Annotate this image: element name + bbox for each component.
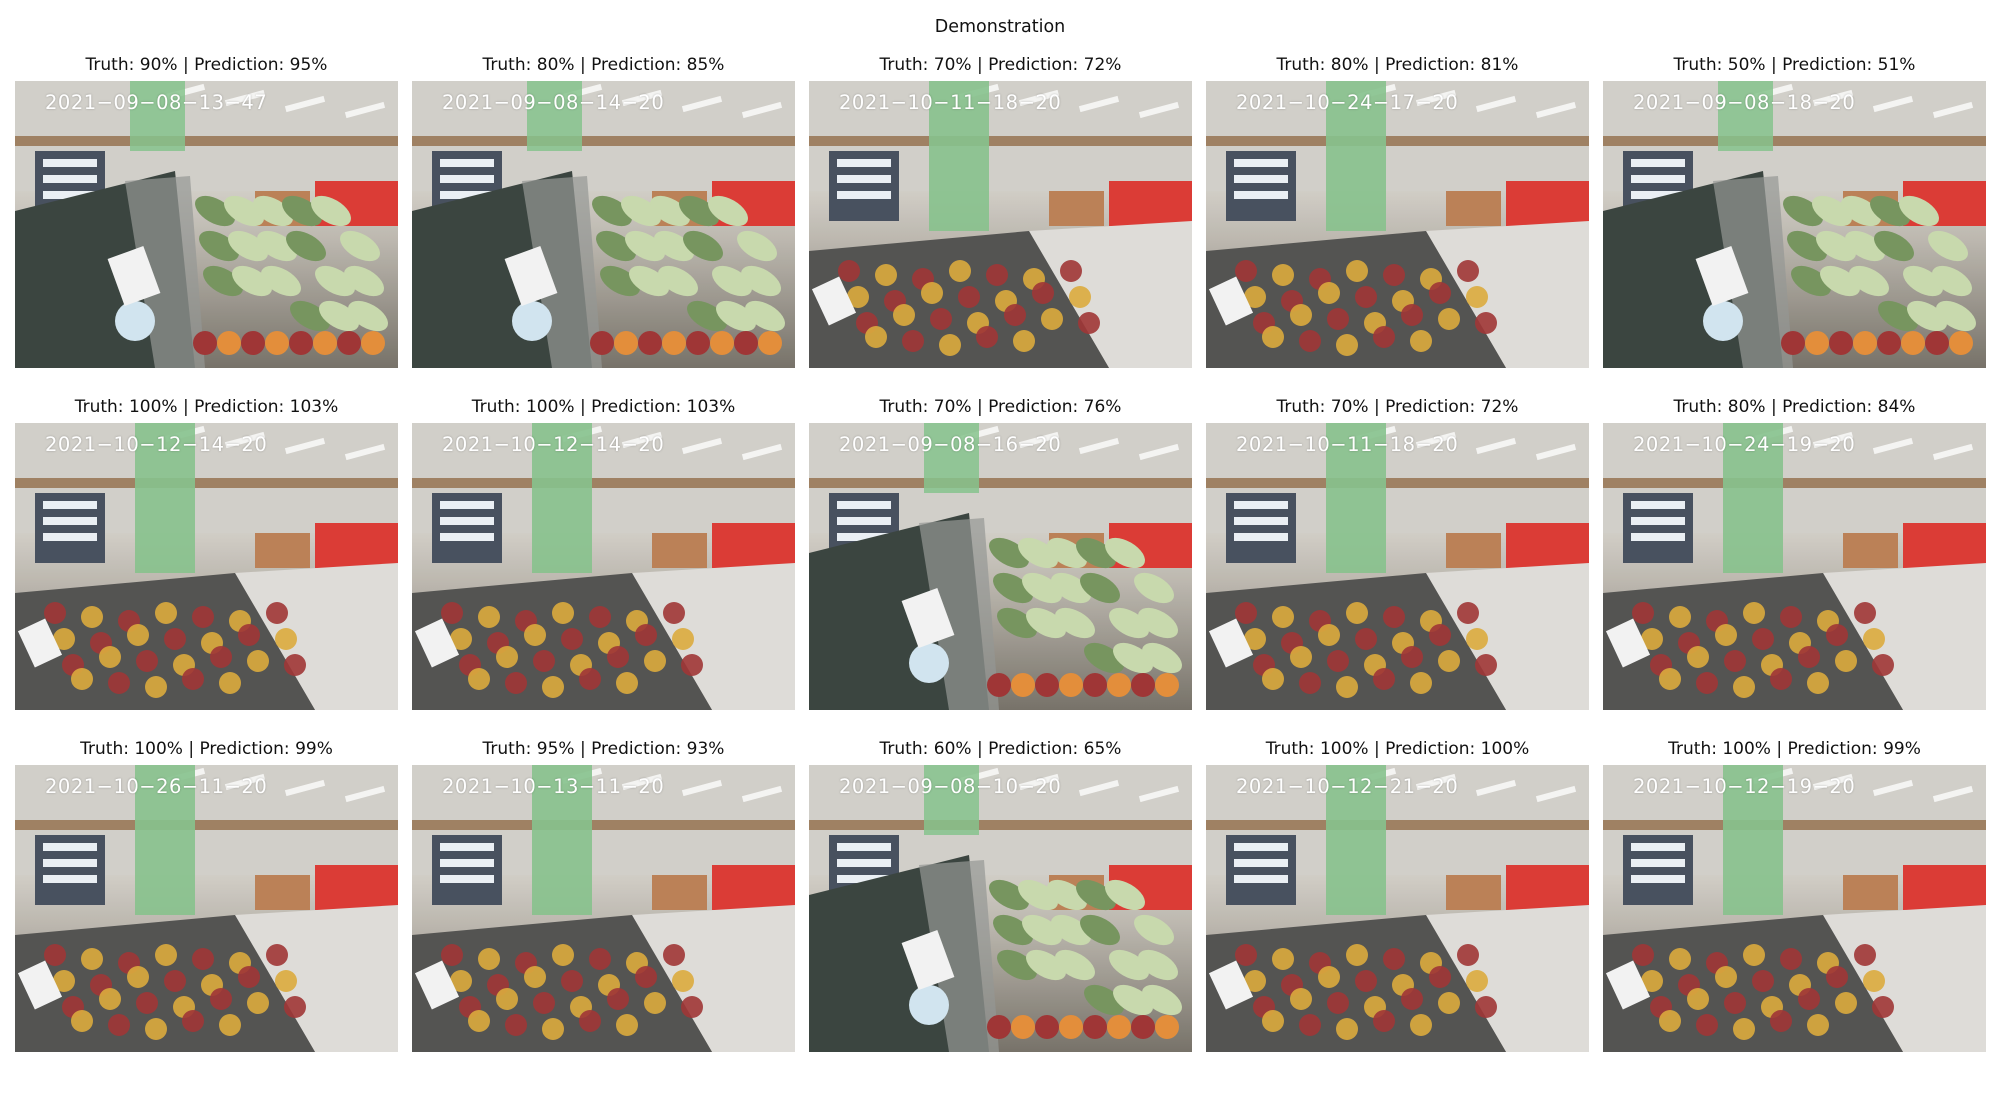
image-timestamp: 2021−10−12−14−20 xyxy=(442,433,665,456)
store-camera-image: 2021−09−08−13−47 xyxy=(15,81,398,368)
store-photo-scene xyxy=(1206,81,1589,368)
result-panel: Truth: 80% | Prediction: 85% 2021−09−08−1… xyxy=(412,55,795,368)
image-timestamp: 2021−10−13−11−20 xyxy=(442,775,665,798)
store-camera-image: 2021−10−11−18−20 xyxy=(809,81,1192,368)
store-camera-image: 2021−10−12−21−20 xyxy=(1206,765,1589,1052)
store-camera-image: 2021−10−13−11−20 xyxy=(412,765,795,1052)
panel-caption: Truth: 90% | Prediction: 95% xyxy=(85,55,328,75)
image-timestamp: 2021−10−11−18−20 xyxy=(1236,433,1459,456)
panel-caption: Truth: 80% | Prediction: 81% xyxy=(1276,55,1519,75)
store-photo-scene xyxy=(809,765,1192,1052)
result-panel: Truth: 50% | Prediction: 51% 2021−09−08−1… xyxy=(1603,55,1986,368)
result-panel: Truth: 70% | Prediction: 72% 2021−10−11−1… xyxy=(1206,397,1589,710)
panel-caption: Truth: 70% | Prediction: 72% xyxy=(879,55,1122,75)
panel-caption: Truth: 80% | Prediction: 85% xyxy=(482,55,725,75)
panel-caption: Truth: 80% | Prediction: 84% xyxy=(1673,397,1916,417)
result-panel: Truth: 80% | Prediction: 81% 2021−10−24−1… xyxy=(1206,55,1589,368)
result-panel: Truth: 90% | Prediction: 95% 2021−09−08−1… xyxy=(15,55,398,368)
panel-caption: Truth: 100% | Prediction: 100% xyxy=(1265,739,1530,759)
store-photo-scene xyxy=(412,423,795,710)
store-camera-image: 2021−10−12−14−20 xyxy=(412,423,795,710)
result-panel: Truth: 100% | Prediction: 103% 2021−10−12… xyxy=(412,397,795,710)
store-photo-scene xyxy=(1206,423,1589,710)
store-photo-scene xyxy=(809,423,1192,710)
image-timestamp: 2021−10−12−21−20 xyxy=(1236,775,1459,798)
image-timestamp: 2021−10−12−14−20 xyxy=(45,433,268,456)
panel-caption: Truth: 70% | Prediction: 72% xyxy=(1276,397,1519,417)
image-timestamp: 2021−10−26−11−20 xyxy=(45,775,268,798)
store-camera-image: 2021−10−11−18−20 xyxy=(1206,423,1589,710)
panel-caption: Truth: 100% | Prediction: 99% xyxy=(80,739,333,759)
store-camera-image: 2021−10−24−19−20 xyxy=(1603,423,1986,710)
image-timestamp: 2021−10−11−18−20 xyxy=(839,91,1062,114)
store-camera-image: 2021−10−12−19−20 xyxy=(1603,765,1986,1052)
store-photo-scene xyxy=(1603,765,1986,1052)
store-camera-image: 2021−09−08−10−20 xyxy=(809,765,1192,1052)
store-camera-image: 2021−09−08−14−20 xyxy=(412,81,795,368)
image-timestamp: 2021−10−12−19−20 xyxy=(1633,775,1856,798)
store-photo-scene xyxy=(1603,81,1986,368)
panel-caption: Truth: 100% | Prediction: 103% xyxy=(471,397,736,417)
result-panel: Truth: 100% | Prediction: 100% 2021−10−12… xyxy=(1206,739,1589,1052)
figure-title: Demonstration xyxy=(934,17,1066,37)
result-panel: Truth: 95% | Prediction: 93% 2021−10−13−1… xyxy=(412,739,795,1052)
store-photo-scene xyxy=(1603,423,1986,710)
store-camera-image: 2021−10−24−17−20 xyxy=(1206,81,1589,368)
panel-caption: Truth: 60% | Prediction: 65% xyxy=(879,739,1122,759)
image-timestamp: 2021−09−08−18−20 xyxy=(1633,91,1856,114)
panel-caption: Truth: 50% | Prediction: 51% xyxy=(1673,55,1916,75)
result-panel: Truth: 100% | Prediction: 99% 2021−10−12−… xyxy=(1603,739,1986,1052)
store-photo-scene xyxy=(412,765,795,1052)
store-camera-image: 2021−09−08−16−20 xyxy=(809,423,1192,710)
store-photo-scene xyxy=(15,81,398,368)
image-timestamp: 2021−10−24−19−20 xyxy=(1633,433,1856,456)
image-timestamp: 2021−09−08−13−47 xyxy=(45,91,268,114)
panel-caption: Truth: 100% | Prediction: 99% xyxy=(1668,739,1921,759)
image-timestamp: 2021−09−08−14−20 xyxy=(442,91,665,114)
panel-caption: Truth: 70% | Prediction: 76% xyxy=(879,397,1122,417)
store-photo-scene xyxy=(15,423,398,710)
store-photo-scene xyxy=(809,81,1192,368)
result-panel: Truth: 60% | Prediction: 65% 2021−09−08−1… xyxy=(809,739,1192,1052)
result-panel: Truth: 100% | Prediction: 99% 2021−10−26−… xyxy=(15,739,398,1052)
store-photo-scene xyxy=(15,765,398,1052)
panel-caption: Truth: 95% | Prediction: 93% xyxy=(482,739,725,759)
image-timestamp: 2021−09−08−10−20 xyxy=(839,775,1062,798)
image-timestamp: 2021−09−08−16−20 xyxy=(839,433,1062,456)
store-camera-image: 2021−09−08−18−20 xyxy=(1603,81,1986,368)
panel-caption: Truth: 100% | Prediction: 103% xyxy=(74,397,339,417)
result-panel: Truth: 100% | Prediction: 103% 2021−10−12… xyxy=(15,397,398,710)
image-timestamp: 2021−10−24−17−20 xyxy=(1236,91,1459,114)
store-camera-image: 2021−10−26−11−20 xyxy=(15,765,398,1052)
store-photo-scene xyxy=(412,81,795,368)
store-camera-image: 2021−10−12−14−20 xyxy=(15,423,398,710)
result-panel: Truth: 70% | Prediction: 76% 2021−09−08−1… xyxy=(809,397,1192,710)
result-panel: Truth: 80% | Prediction: 84% 2021−10−24−1… xyxy=(1603,397,1986,710)
result-panel: Truth: 70% | Prediction: 72% 2021−10−11−1… xyxy=(809,55,1192,368)
store-photo-scene xyxy=(1206,765,1589,1052)
